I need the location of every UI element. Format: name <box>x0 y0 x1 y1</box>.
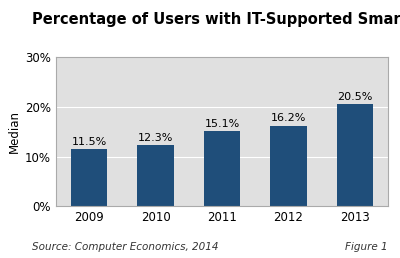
Bar <box>71 149 108 206</box>
Bar <box>204 131 240 206</box>
Text: Figure 1: Figure 1 <box>345 241 388 252</box>
Bar <box>270 126 307 206</box>
Text: Source: Computer Economics, 2014: Source: Computer Economics, 2014 <box>32 241 218 252</box>
Bar <box>336 104 373 206</box>
Text: 20.5%: 20.5% <box>337 92 372 102</box>
Bar <box>137 145 174 206</box>
Text: 12.3%: 12.3% <box>138 133 173 143</box>
Text: 16.2%: 16.2% <box>271 113 306 123</box>
Text: 15.1%: 15.1% <box>204 119 240 128</box>
Text: 11.5%: 11.5% <box>72 136 107 147</box>
Y-axis label: Median: Median <box>8 110 21 153</box>
Text: Percentage of Users with IT-Supported Smartphones: Percentage of Users with IT-Supported Sm… <box>32 12 400 27</box>
